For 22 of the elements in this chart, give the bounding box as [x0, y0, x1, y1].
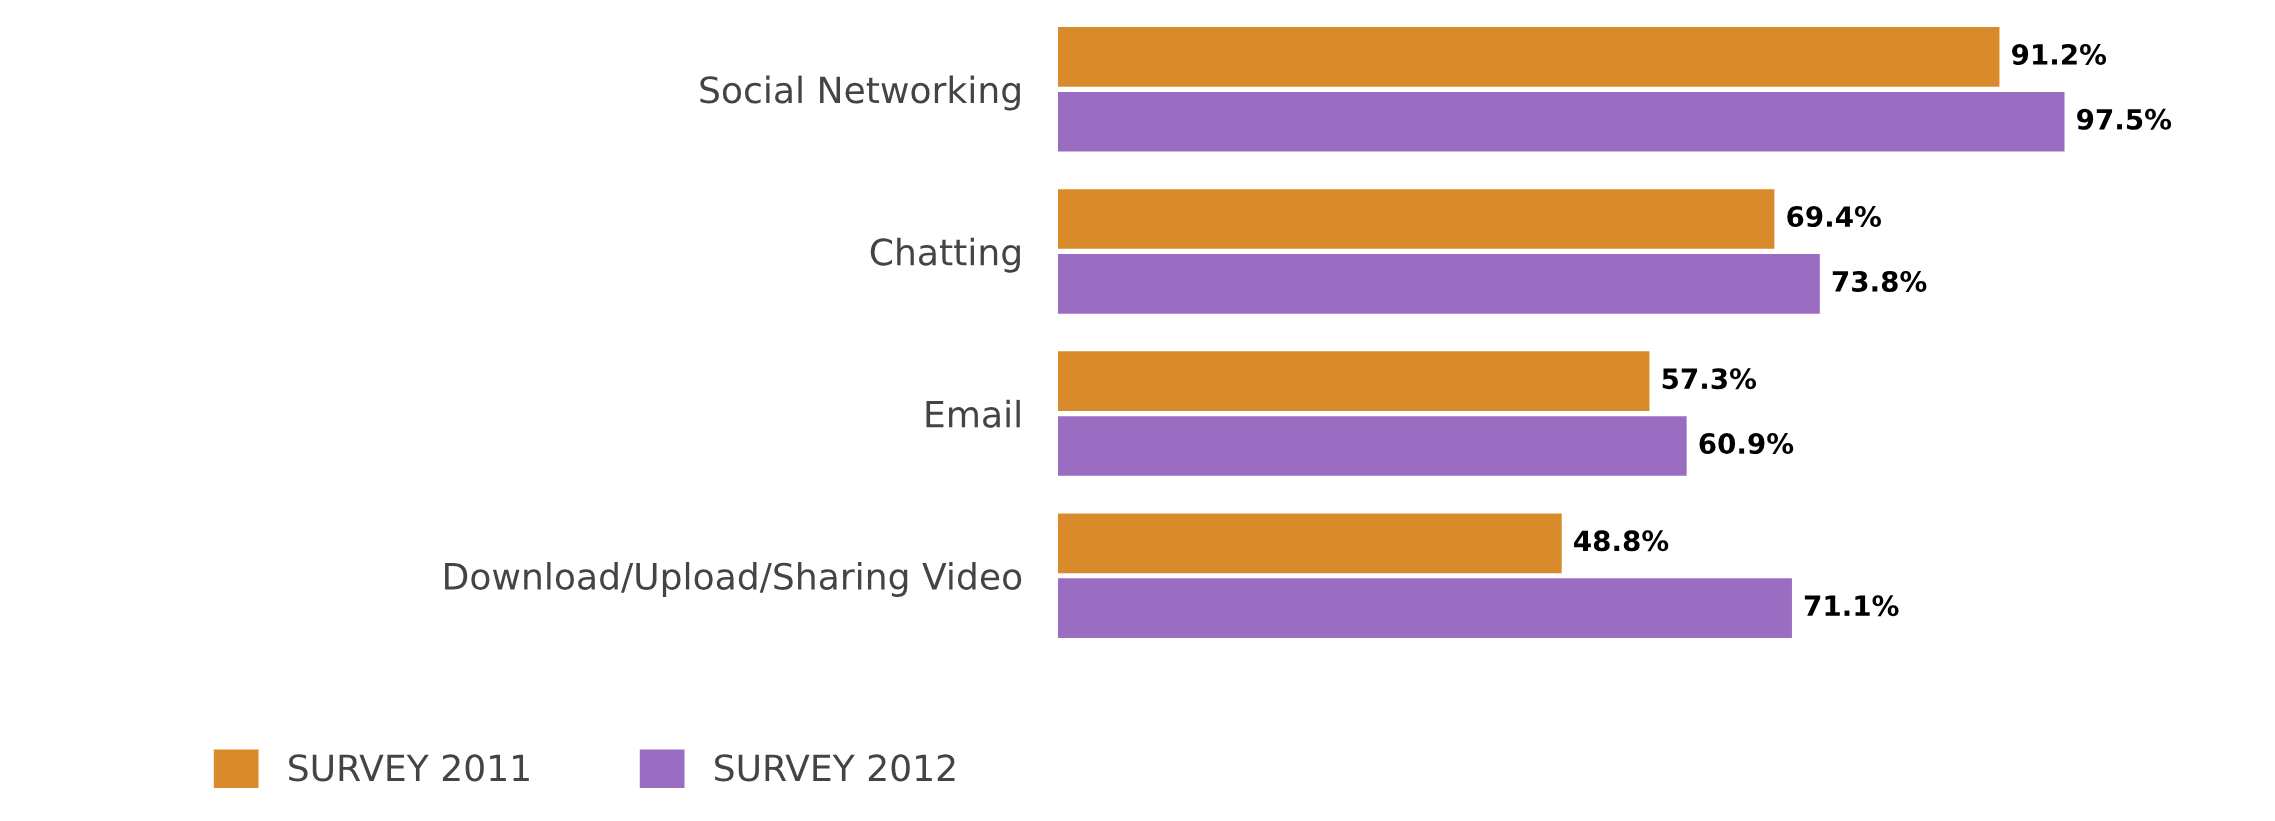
y-tick-label: Social Networking: [700, 75, 1020, 111]
data-label: 60.9%: [1699, 433, 1794, 455]
bar: [1057, 254, 1820, 314]
bar: [1057, 351, 1650, 411]
data-label: 97.5%: [2077, 108, 2172, 130]
data-label: 73.8%: [1832, 270, 1927, 292]
bar: [1057, 416, 1687, 476]
bar: [1057, 578, 1792, 638]
data-label: 91.2%: [2012, 43, 2107, 65]
bar: [1057, 513, 1562, 574]
legend-label: SURVEY 2011: [289, 754, 529, 782]
bar: [1057, 91, 2065, 152]
bar: [1057, 189, 1775, 249]
y-tick-label: Email: [926, 399, 1020, 428]
data-label: 57.3%: [1662, 368, 1757, 390]
data-label: 48.8%: [1574, 530, 1669, 552]
legend-label: SURVEY 2012: [715, 754, 955, 782]
y-tick-label: Download/Upload/Sharing Video: [445, 562, 1022, 597]
data-label: 71.1%: [1804, 595, 1899, 617]
data-label: 69.4%: [1787, 206, 1881, 228]
y-tick-label: Chatting: [870, 237, 1020, 273]
bar: [1057, 27, 2000, 87]
